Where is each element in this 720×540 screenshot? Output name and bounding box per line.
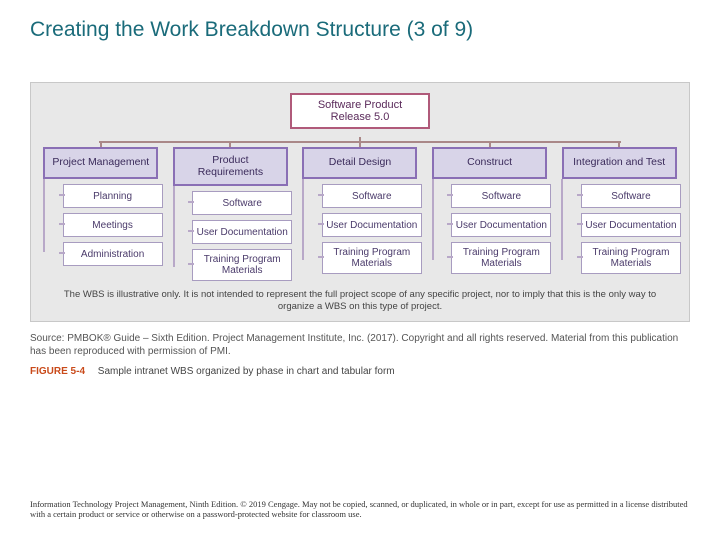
wbs-leaf-node: User Documentation [322, 213, 422, 237]
wbs-branch-node: Project Management [43, 147, 158, 179]
wbs-diagram: Software Product Release 5.0 Project Man… [30, 82, 690, 322]
wbs-leaf-group: Software User Documentation Training Pro… [169, 186, 293, 281]
wbs-branch-col: Integration and Test Software User Docum… [557, 147, 681, 281]
wbs-leaf-node: Software [322, 184, 422, 208]
figure-caption-text: Sample intranet WBS organized by phase i… [98, 366, 395, 377]
page-title: Creating the Work Breakdown Structure (3… [30, 18, 690, 42]
wbs-leaf-node: Training Program Materials [322, 242, 422, 274]
copyright-footer: Information Technology Project Managemen… [30, 499, 690, 520]
wbs-branch-node: Detail Design [302, 147, 417, 179]
wbs-leaf-node: Training Program Materials [581, 242, 681, 274]
wbs-branch-col: Detail Design Software User Documentatio… [298, 147, 422, 281]
wbs-leaf-node: User Documentation [451, 213, 551, 237]
wbs-leaf-node: Software [451, 184, 551, 208]
wbs-root-node: Software Product Release 5.0 [290, 93, 430, 129]
wbs-leaf-group: Software User Documentation Training Pro… [557, 179, 681, 274]
wbs-leaf-node: Training Program Materials [192, 249, 292, 281]
wbs-leaf-node: Meetings [63, 213, 163, 237]
wbs-branch-col: Project Management Planning Meetings Adm… [39, 147, 163, 281]
wbs-branch-node: Integration and Test [562, 147, 677, 179]
wbs-branch-row: Project Management Planning Meetings Adm… [39, 147, 681, 281]
wbs-leaf-node: User Documentation [581, 213, 681, 237]
wbs-leaf-node: Software [192, 191, 292, 215]
source-attribution: Source: PMBOK® Guide – Sixth Edition. Pr… [30, 332, 690, 358]
wbs-branch-node: Construct [432, 147, 547, 179]
wbs-leaf-node: Training Program Materials [451, 242, 551, 274]
wbs-branch-col: Product Requirements Software User Docum… [169, 147, 293, 281]
figure-number: FIGURE 5-4 [30, 366, 85, 377]
wbs-leaf-node: Software [581, 184, 681, 208]
wbs-leaf-node: User Documentation [192, 220, 292, 244]
wbs-leaf-group: Software User Documentation Training Pro… [298, 179, 422, 274]
wbs-note: The WBS is illustrative only. It is not … [39, 289, 681, 313]
wbs-leaf-group: Planning Meetings Administration [39, 179, 163, 266]
wbs-leaf-group: Software User Documentation Training Pro… [428, 179, 552, 274]
wbs-branch-col: Construct Software User Documentation Tr… [428, 147, 552, 281]
wbs-leaf-node: Administration [63, 242, 163, 266]
wbs-branch-node: Product Requirements [173, 147, 288, 186]
wbs-leaf-node: Planning [63, 184, 163, 208]
figure-caption: FIGURE 5-4 Sample intranet WBS organized… [30, 366, 690, 377]
